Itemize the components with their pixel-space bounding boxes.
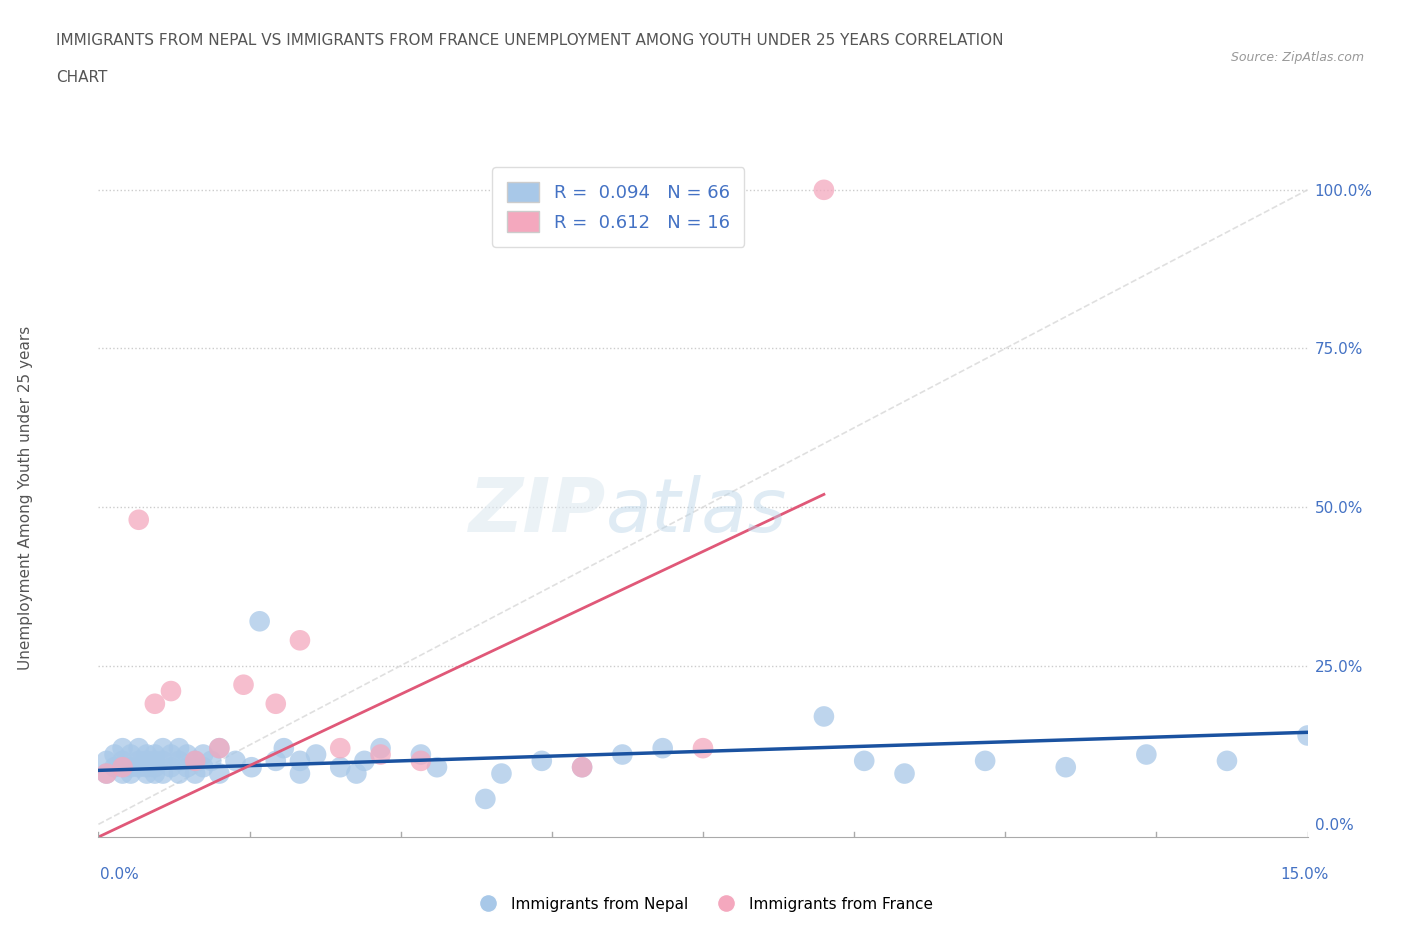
Point bbox=[232, 677, 254, 692]
Point bbox=[167, 753, 190, 768]
Point bbox=[152, 753, 174, 768]
Point bbox=[135, 753, 157, 768]
Point bbox=[853, 753, 876, 768]
Point bbox=[143, 747, 166, 762]
Point bbox=[208, 766, 231, 781]
Point bbox=[571, 760, 593, 775]
Text: CHART: CHART bbox=[56, 70, 108, 85]
Point bbox=[143, 760, 166, 775]
Point bbox=[249, 614, 271, 629]
Point bbox=[120, 747, 142, 762]
Point bbox=[143, 766, 166, 781]
Point bbox=[813, 709, 835, 724]
Point bbox=[103, 760, 125, 775]
Point bbox=[111, 766, 134, 781]
Point bbox=[184, 766, 207, 781]
Point bbox=[224, 753, 246, 768]
Point bbox=[288, 766, 311, 781]
Text: Source: ZipAtlas.com: Source: ZipAtlas.com bbox=[1230, 51, 1364, 64]
Point bbox=[193, 747, 215, 762]
Point bbox=[160, 684, 183, 698]
Point bbox=[96, 753, 118, 768]
Point bbox=[273, 740, 295, 755]
Point bbox=[167, 766, 190, 781]
Point bbox=[208, 740, 231, 755]
Point bbox=[193, 760, 215, 775]
Point bbox=[240, 760, 263, 775]
Point bbox=[344, 766, 367, 781]
Text: atlas: atlas bbox=[606, 475, 787, 547]
Point bbox=[160, 747, 183, 762]
Text: 0.0%: 0.0% bbox=[100, 867, 139, 882]
Point bbox=[474, 791, 496, 806]
Point bbox=[288, 633, 311, 648]
Point bbox=[329, 760, 352, 775]
Point bbox=[530, 753, 553, 768]
Point bbox=[264, 697, 287, 711]
Point bbox=[651, 740, 673, 755]
Point bbox=[152, 766, 174, 781]
Point bbox=[370, 747, 392, 762]
Point bbox=[370, 740, 392, 755]
Point bbox=[176, 747, 198, 762]
Point bbox=[426, 760, 449, 775]
Point bbox=[184, 753, 207, 768]
Point bbox=[692, 740, 714, 755]
Point bbox=[491, 766, 513, 781]
Point bbox=[160, 760, 183, 775]
Point bbox=[409, 753, 432, 768]
Point bbox=[200, 753, 222, 768]
Legend: R =  0.094   N = 66, R =  0.612   N = 16: R = 0.094 N = 66, R = 0.612 N = 16 bbox=[492, 167, 744, 246]
Point bbox=[305, 747, 328, 762]
Point bbox=[409, 747, 432, 762]
Point bbox=[571, 760, 593, 775]
Point bbox=[135, 760, 157, 775]
Point bbox=[128, 760, 150, 775]
Point bbox=[184, 753, 207, 768]
Point bbox=[974, 753, 997, 768]
Point bbox=[612, 747, 634, 762]
Point bbox=[288, 753, 311, 768]
Point bbox=[893, 766, 915, 781]
Point bbox=[1296, 728, 1319, 743]
Point bbox=[128, 740, 150, 755]
Point bbox=[135, 766, 157, 781]
Text: Unemployment Among Youth under 25 years: Unemployment Among Youth under 25 years bbox=[18, 326, 32, 670]
Point bbox=[128, 512, 150, 527]
Point bbox=[152, 740, 174, 755]
Point bbox=[264, 753, 287, 768]
Point bbox=[128, 753, 150, 768]
Point bbox=[111, 753, 134, 768]
Point bbox=[96, 766, 118, 781]
Point bbox=[329, 740, 352, 755]
Point bbox=[96, 766, 118, 781]
Point bbox=[1216, 753, 1239, 768]
Point bbox=[208, 740, 231, 755]
Text: ZIP: ZIP bbox=[470, 474, 606, 548]
Text: 15.0%: 15.0% bbox=[1281, 867, 1329, 882]
Point bbox=[120, 760, 142, 775]
Point bbox=[120, 766, 142, 781]
Point bbox=[135, 747, 157, 762]
Point bbox=[813, 182, 835, 197]
Point bbox=[143, 753, 166, 768]
Point bbox=[353, 753, 375, 768]
Point bbox=[1135, 747, 1157, 762]
Point bbox=[111, 740, 134, 755]
Text: IMMIGRANTS FROM NEPAL VS IMMIGRANTS FROM FRANCE UNEMPLOYMENT AMONG YOUTH UNDER 2: IMMIGRANTS FROM NEPAL VS IMMIGRANTS FROM… bbox=[56, 33, 1004, 47]
Legend: Immigrants from Nepal, Immigrants from France: Immigrants from Nepal, Immigrants from F… bbox=[467, 891, 939, 918]
Point bbox=[143, 697, 166, 711]
Point bbox=[167, 740, 190, 755]
Point bbox=[176, 760, 198, 775]
Point bbox=[1054, 760, 1077, 775]
Point bbox=[111, 760, 134, 775]
Point bbox=[103, 747, 125, 762]
